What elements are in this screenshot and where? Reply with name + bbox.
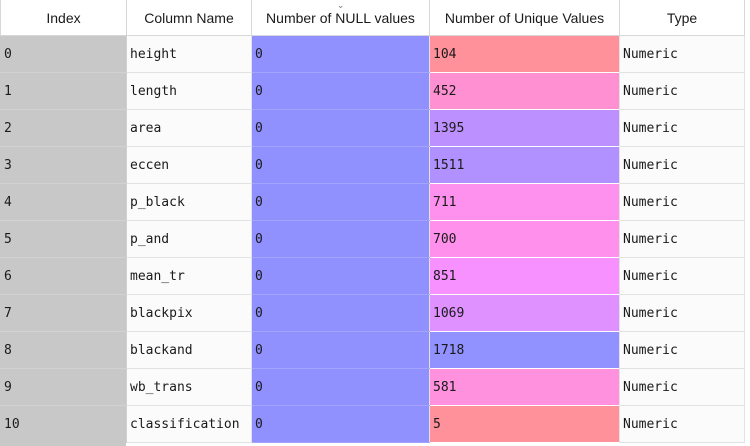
cell-type[interactable]: Numeric bbox=[619, 35, 745, 73]
cell-unique-count[interactable]: 1718 bbox=[429, 331, 620, 369]
header-row: Index Column Name ⌄ Number of NULL value… bbox=[0, 0, 745, 36]
cell-unique-count[interactable]: 1395 bbox=[429, 109, 620, 147]
cell-index[interactable]: 1 bbox=[0, 72, 127, 110]
table-row[interactable]: 2 area 0 1395 Numeric bbox=[0, 109, 745, 147]
cell-type[interactable]: Numeric bbox=[619, 109, 745, 147]
cell-null-count[interactable]: 0 bbox=[251, 72, 430, 110]
cell-null-count[interactable]: 0 bbox=[251, 146, 430, 184]
header-column-name-label: Column Name bbox=[144, 9, 234, 26]
table-body: 0 height 0 104 Numeric 1 length 0 452 Numeric 2 are… bbox=[0, 35, 745, 443]
cell-index[interactable]: 4 bbox=[0, 183, 127, 221]
cell-null-count[interactable]: 0 bbox=[251, 405, 430, 443]
cell-null-count[interactable]: 0 bbox=[251, 220, 430, 258]
cell-type[interactable]: Numeric bbox=[619, 183, 745, 221]
table-row[interactable]: 3 eccen 0 1511 Numeric bbox=[0, 146, 745, 184]
cell-type[interactable]: Numeric bbox=[619, 368, 745, 406]
table-row[interactable]: 0 height 0 104 Numeric bbox=[0, 35, 745, 73]
cell-index[interactable]: 8 bbox=[0, 331, 127, 369]
cell-type[interactable]: Numeric bbox=[619, 257, 745, 295]
cell-type[interactable]: Numeric bbox=[619, 72, 745, 110]
cell-type[interactable]: Numeric bbox=[619, 146, 745, 184]
table-row[interactable]: 5 p_and 0 700 Numeric bbox=[0, 220, 745, 258]
table-row[interactable]: 4 p_black 0 711 Numeric bbox=[0, 183, 745, 221]
header-type[interactable]: Type bbox=[619, 0, 745, 36]
cell-index[interactable]: 3 bbox=[0, 146, 127, 184]
table-row[interactable]: 8 blackand 0 1718 Numeric bbox=[0, 331, 745, 369]
cell-unique-count[interactable]: 452 bbox=[429, 72, 620, 110]
cell-unique-count[interactable]: 104 bbox=[429, 35, 620, 73]
cell-column-name[interactable]: wb_trans bbox=[126, 368, 252, 406]
cell-index[interactable]: 10 bbox=[0, 405, 127, 443]
header-column-name[interactable]: Column Name bbox=[126, 0, 252, 36]
header-unique-values[interactable]: Number of Unique Values bbox=[429, 0, 620, 36]
cell-type[interactable]: Numeric bbox=[619, 220, 745, 258]
cell-column-name[interactable]: area bbox=[126, 109, 252, 147]
table-row[interactable]: 1 length 0 452 Numeric bbox=[0, 72, 745, 110]
cell-column-name[interactable]: blackand bbox=[126, 331, 252, 369]
cell-null-count[interactable]: 0 bbox=[251, 257, 430, 295]
cell-type[interactable]: Numeric bbox=[619, 331, 745, 369]
cell-unique-count[interactable]: 700 bbox=[429, 220, 620, 258]
cell-null-count[interactable]: 0 bbox=[251, 331, 430, 369]
index-column-filler bbox=[0, 441, 126, 446]
cell-index[interactable]: 5 bbox=[0, 220, 127, 258]
header-index-label: Index bbox=[46, 9, 81, 26]
cell-column-name[interactable]: height bbox=[126, 35, 252, 73]
cell-type[interactable]: Numeric bbox=[619, 405, 745, 443]
cell-null-count[interactable]: 0 bbox=[251, 294, 430, 332]
cell-column-name[interactable]: length bbox=[126, 72, 252, 110]
sort-indicator-icon: ⌄ bbox=[336, 0, 345, 10]
cell-unique-count[interactable]: 851 bbox=[429, 257, 620, 295]
header-null-values-label: Number of NULL values bbox=[266, 9, 415, 26]
cell-index[interactable]: 2 bbox=[0, 109, 127, 147]
cell-unique-count[interactable]: 581 bbox=[429, 368, 620, 406]
cell-index[interactable]: 7 bbox=[0, 294, 127, 332]
table-row[interactable]: 9 wb_trans 0 581 Numeric bbox=[0, 368, 745, 406]
header-null-values[interactable]: ⌄ Number of NULL values bbox=[251, 0, 430, 36]
cell-unique-count[interactable]: 1069 bbox=[429, 294, 620, 332]
table-row[interactable]: 6 mean_tr 0 851 Numeric bbox=[0, 257, 745, 295]
cell-column-name[interactable]: p_and bbox=[126, 220, 252, 258]
cell-null-count[interactable]: 0 bbox=[251, 35, 430, 73]
cell-index[interactable]: 0 bbox=[0, 35, 127, 73]
cell-type[interactable]: Numeric bbox=[619, 294, 745, 332]
cell-index[interactable]: 9 bbox=[0, 368, 127, 406]
cell-column-name[interactable]: blackpix bbox=[126, 294, 252, 332]
cell-unique-count[interactable]: 711 bbox=[429, 183, 620, 221]
header-type-label: Type bbox=[666, 9, 698, 26]
cell-null-count[interactable]: 0 bbox=[251, 109, 430, 147]
cell-column-name[interactable]: p_black bbox=[126, 183, 252, 221]
cell-column-name[interactable]: mean_tr bbox=[126, 257, 252, 295]
cell-null-count[interactable]: 0 bbox=[251, 368, 430, 406]
table-row[interactable]: 10 classification 0 5 Numeric bbox=[0, 405, 745, 443]
table-row[interactable]: 7 blackpix 0 1069 Numeric bbox=[0, 294, 745, 332]
header-unique-values-label: Number of Unique Values bbox=[444, 9, 605, 26]
cell-unique-count[interactable]: 1511 bbox=[429, 146, 620, 184]
cell-null-count[interactable]: 0 bbox=[251, 183, 430, 221]
cell-index[interactable]: 6 bbox=[0, 257, 127, 295]
cell-column-name[interactable]: classification bbox=[126, 405, 252, 443]
cell-column-name[interactable]: eccen bbox=[126, 146, 252, 184]
cell-unique-count[interactable]: 5 bbox=[429, 405, 620, 443]
header-index[interactable]: Index bbox=[0, 0, 127, 36]
